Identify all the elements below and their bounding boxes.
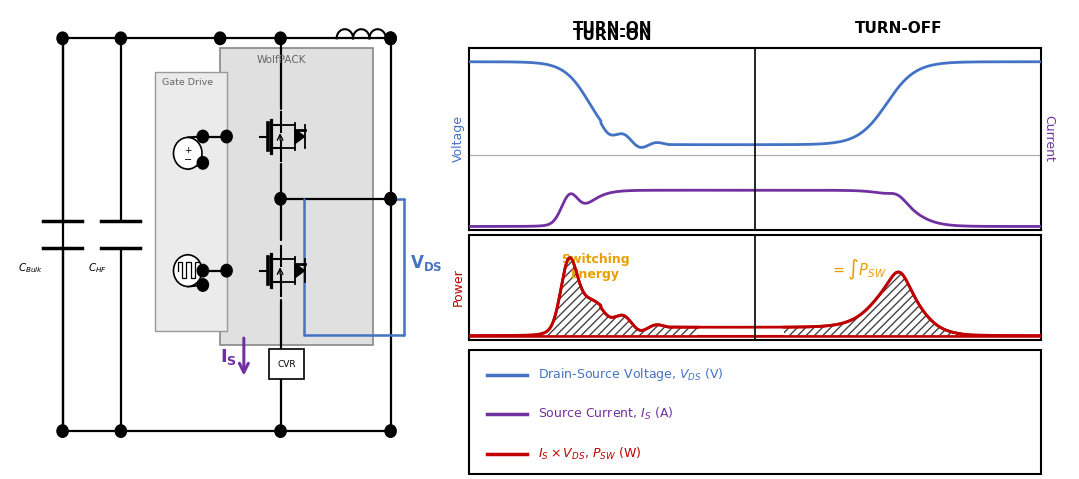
Polygon shape — [296, 263, 304, 278]
Circle shape — [115, 425, 126, 437]
Text: WolfPACK: WolfPACK — [257, 55, 306, 65]
Circle shape — [221, 264, 232, 277]
Text: $\mathbf{V_{DS}}$: $\mathbf{V_{DS}}$ — [410, 253, 442, 274]
Polygon shape — [296, 129, 304, 144]
Text: −: − — [183, 156, 192, 165]
Circle shape — [57, 425, 68, 437]
Circle shape — [275, 425, 286, 437]
Circle shape — [385, 425, 396, 437]
Text: $I_S \times V_{DS}$, $P_{SW}$ (W): $I_S \times V_{DS}$, $P_{SW}$ (W) — [538, 446, 641, 462]
Bar — [269, 349, 304, 379]
Text: $= \int P_{SW}$: $= \int P_{SW}$ — [830, 258, 887, 282]
Circle shape — [275, 193, 286, 205]
Text: $C_{HF}$: $C_{HF}$ — [87, 261, 107, 275]
Text: $\mathbf{I_S}$: $\mathbf{I_S}$ — [220, 347, 237, 367]
FancyBboxPatch shape — [220, 48, 373, 345]
FancyBboxPatch shape — [155, 72, 227, 331]
Text: TURN-OFF: TURN-OFF — [855, 21, 942, 36]
Circle shape — [275, 32, 286, 45]
Circle shape — [197, 157, 208, 169]
Text: CVR: CVR — [277, 360, 296, 368]
Text: Switching
Energy: Switching Energy — [561, 253, 629, 281]
Circle shape — [385, 193, 396, 205]
Circle shape — [385, 32, 396, 45]
Circle shape — [215, 32, 226, 45]
Circle shape — [197, 130, 208, 143]
Text: Gate Drive: Gate Drive — [162, 78, 213, 87]
Text: Source Current, $I_S$ (A): Source Current, $I_S$ (A) — [538, 406, 673, 422]
Circle shape — [197, 279, 208, 291]
Circle shape — [174, 137, 202, 169]
Text: TURN-ON: TURN-ON — [573, 21, 652, 36]
Y-axis label: Voltage: Voltage — [452, 115, 465, 162]
Circle shape — [115, 32, 126, 45]
Circle shape — [174, 255, 202, 286]
Text: TURN-ON: TURN-ON — [573, 28, 652, 44]
Y-axis label: Power: Power — [452, 269, 465, 306]
Y-axis label: Current: Current — [1042, 115, 1055, 162]
Circle shape — [57, 32, 68, 45]
Text: +: + — [185, 147, 191, 155]
Text: Drain-Source Voltage, $V_{DS}$ (V): Drain-Source Voltage, $V_{DS}$ (V) — [538, 366, 724, 383]
Text: $C_{Bulk}$: $C_{Bulk}$ — [17, 261, 43, 275]
Circle shape — [197, 264, 208, 277]
Circle shape — [385, 193, 396, 205]
Circle shape — [221, 130, 232, 143]
Circle shape — [385, 32, 396, 45]
